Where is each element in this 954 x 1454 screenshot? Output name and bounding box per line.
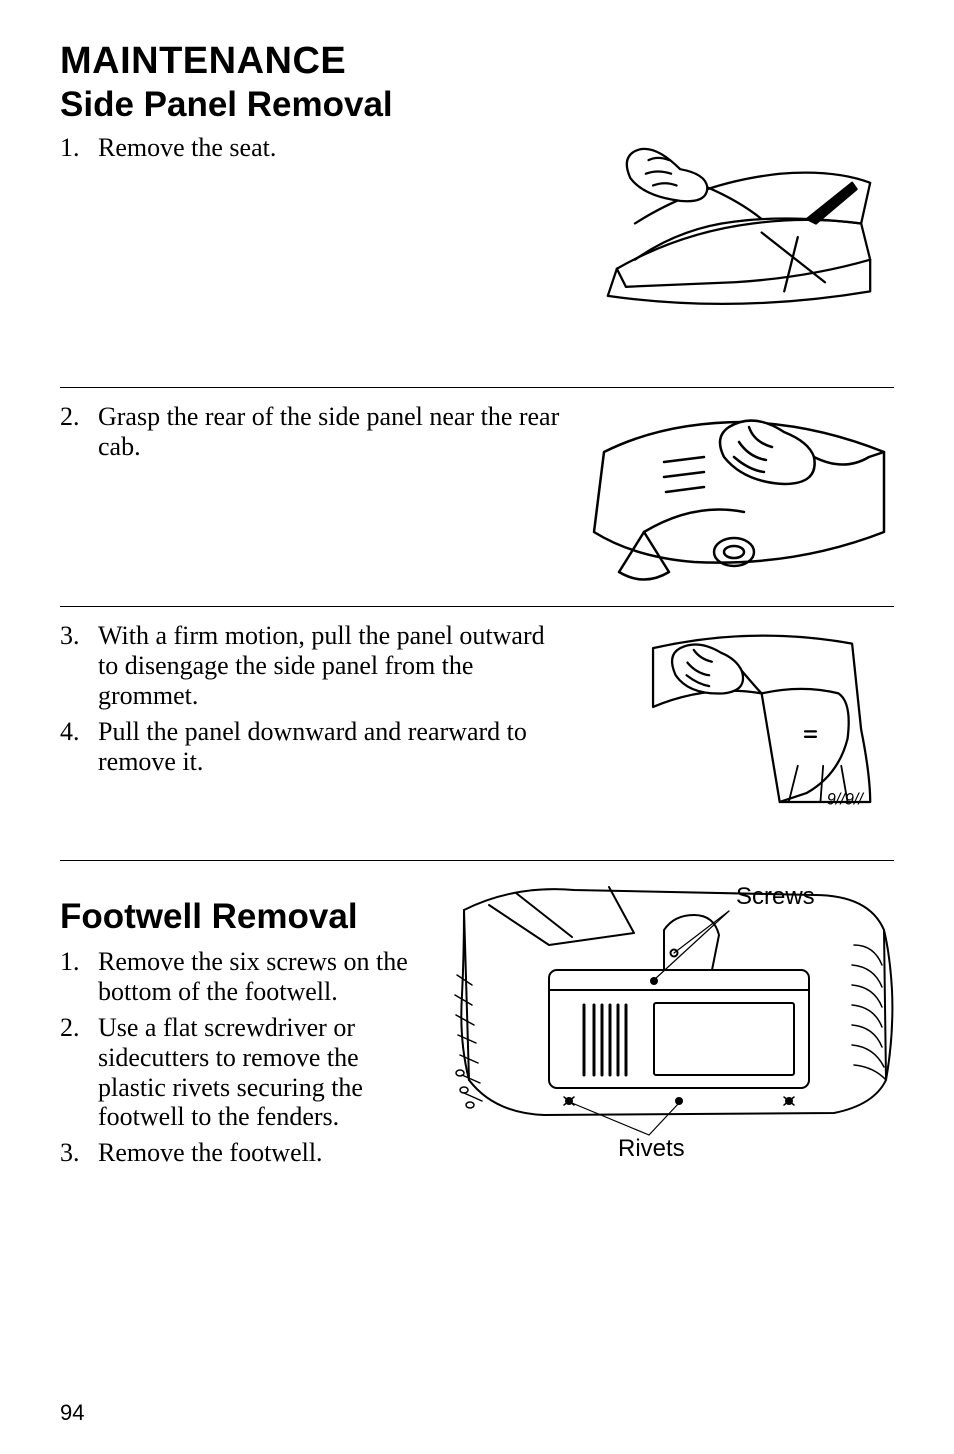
step-3-body: With a firm motion, pull the panel outwa… [98,621,564,711]
step-2-row: 2. Grasp the rear of the side panel near… [60,402,894,592]
page-title-2: Side Panel Removal [60,85,894,125]
footwell-title: Footwell Removal [60,897,436,937]
fw-step-2-num: 2. [60,1013,98,1133]
footwell-text-col: Footwell Removal 1. Remove the six screw… [60,875,436,1174]
fw-step-1-num: 1. [60,947,98,1007]
step-3-4-text: 3. With a firm motion, pull the panel ou… [60,621,584,782]
figure-pull-panel: 9//9// [584,621,894,811]
step-3-4-row: 3. With a firm motion, pull the panel ou… [60,621,894,846]
step-4-body: Pull the panel downward and rearward to … [98,717,564,777]
divider-3 [60,860,894,861]
step-2-num: 2. [60,402,98,462]
step-1-num: 1. [60,133,98,163]
step-4-num: 4. [60,717,98,777]
divider-2 [60,606,894,607]
footwell-row: Footwell Removal 1. Remove the six screw… [60,875,894,1174]
page: MAINTENANCE Side Panel Removal 1. Remove… [0,0,954,1454]
figure-seat-removal [584,133,894,323]
figure-footwell: Screws Rivets [454,875,894,1165]
fw-step-3-body: Remove the footwell. [98,1138,430,1168]
fw-step-3-num: 3. [60,1138,98,1168]
footwell-illustration [454,875,894,1165]
divider-1 [60,387,894,388]
step-1-body: Remove the seat. [98,133,564,163]
page-number: 94 [60,1400,84,1426]
step-2-text: 2. Grasp the rear of the side panel near… [60,402,584,468]
step-3-num: 3. [60,621,98,711]
step-1-row: 1. Remove the seat. [60,133,894,373]
seat-removal-illustration [584,133,894,323]
page-title-1: MAINTENANCE [60,40,894,83]
fw-step-2-body: Use a flat screwdriver or sidecutters to… [98,1013,430,1133]
label-rivets: Rivets [618,1135,685,1163]
figure-grasp-panel [584,402,894,592]
step-2-body: Grasp the rear of the side panel near th… [98,402,564,462]
step-1-text: 1. Remove the seat. [60,133,584,169]
grasp-panel-illustration [584,402,894,592]
label-screws: Screws [736,883,815,911]
fw-step-1-body: Remove the six screws on the bottom of t… [98,947,430,1007]
svg-text:9//9//: 9//9// [827,791,865,809]
pull-panel-illustration: 9//9// [584,621,894,811]
